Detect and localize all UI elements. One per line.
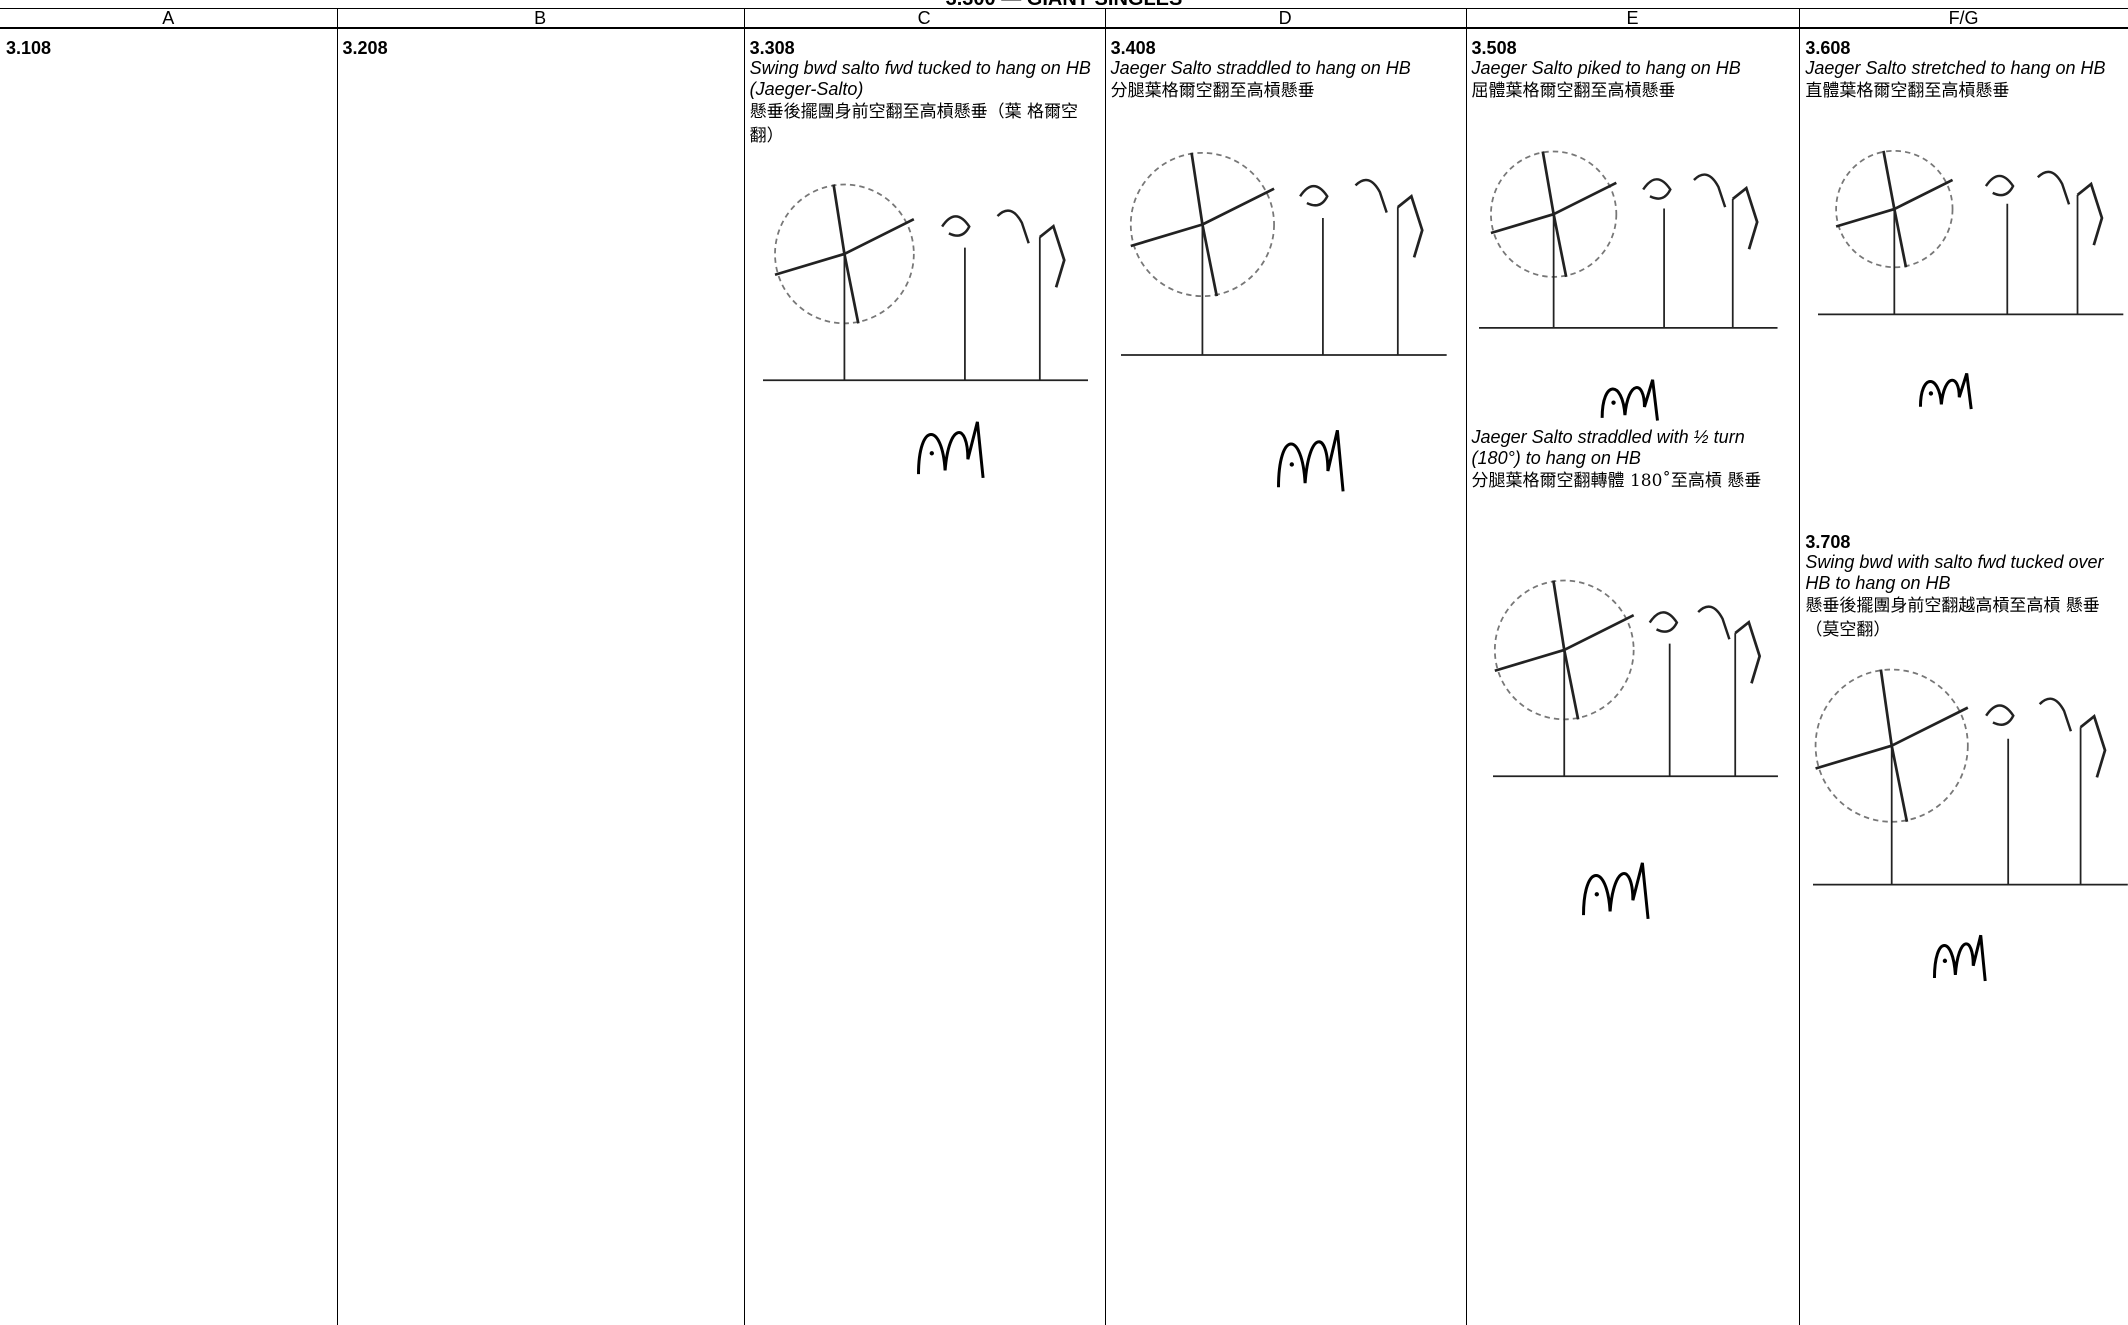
element-symbol (1601, 379, 1660, 421)
name-zh: 直體葉格爾空翻至高槓懸垂 (1805, 80, 2010, 101)
element-illustration (1492, 579, 1778, 778)
element: 3.608 Jaeger Salto stretched to hang on H… (1805, 38, 2123, 103)
element-symbol (917, 421, 985, 479)
element: 3.108 (6, 38, 333, 58)
name-en: Swing bwd salto fwd tucked to hang on HB… (749, 57, 1091, 99)
column-cell: 3.508 Jaeger Salto piked to hang on HB 屈體葉… (1465, 27, 1800, 1325)
column-cell: 3.108 (0, 27, 337, 1325)
element-symbol (1932, 934, 1987, 981)
element: 3.308 Swing bwd salto fwd tucked to hang … (750, 38, 1101, 148)
column-divider (1799, 8, 1801, 1325)
code: 3.408 (1110, 37, 1156, 58)
column-divider (1104, 8, 1106, 1325)
element: 3.708 Swing bwd with salto fwd tucked ove… (1805, 532, 2123, 642)
name-en: Jaeger Salto straddled with ½ turn (180°… (1471, 427, 1745, 469)
name-zh: 懸垂後擺團身前空翻越高槓至高槓 懸垂（莫空翻） (1805, 595, 2100, 640)
element: 3.408 Jaeger Salto straddled to hang on H… (1111, 38, 1462, 103)
element-symbol (1276, 429, 1345, 492)
name-en: Swing bwd with salto fwd tucked over HB … (1805, 551, 2104, 593)
code: 3.108 (6, 37, 52, 58)
section-title: 3.300 — GIANT SINGLES (0, 0, 2128, 11)
name-zh: 屈體葉格爾空翻至高槓懸垂 (1471, 80, 1676, 101)
element-illustration (1818, 150, 2124, 316)
column-cell: 3.208 (336, 27, 744, 1325)
name-en: Jaeger Salto straddled to hang on HB (1110, 57, 1411, 78)
column-divider (336, 8, 338, 1325)
element-illustration (1479, 151, 1778, 330)
name-en: Jaeger Salto piked to hang on HB (1471, 57, 1741, 78)
element-illustration (762, 183, 1089, 381)
element: 3.208 (343, 38, 740, 58)
column-header: A (0, 8, 337, 28)
column-cell: 3.308 Swing bwd salto fwd tucked to hang … (743, 27, 1105, 1325)
name-zh: 分腿葉格爾空翻轉體 180˚至高槓 懸垂 (1471, 471, 1762, 492)
column-header: D (1104, 8, 1466, 28)
column-cell: 3.408 Jaeger Salto straddled to hang on H… (1104, 27, 1466, 1325)
code: 3.508 (1471, 37, 1517, 58)
column-cell: 3.608 Jaeger Salto stretched to hang on H… (1799, 27, 2128, 1325)
code: 3.308 (749, 37, 795, 58)
column-header: F/G (1799, 8, 2128, 28)
element-illustration (1120, 152, 1447, 357)
column-header: B (336, 8, 744, 28)
column-divider (1465, 8, 1467, 1325)
code: 3.208 (342, 37, 388, 58)
name-zh: 分腿葉格爾空翻至高槓懸垂 (1110, 80, 1315, 101)
column-header: C (743, 8, 1105, 28)
element: Jaeger Salto straddled with ½ turn (180°… (1472, 427, 1796, 493)
column-header: E (1465, 8, 1800, 28)
column-divider (743, 8, 745, 1325)
code: 3.708 (1805, 531, 1851, 552)
element-symbol (1582, 862, 1650, 920)
name-zh: 懸垂後擺團身前空翻至高槓懸垂（葉 格爾空翻） (749, 101, 1079, 146)
element-illustration (1812, 668, 2128, 886)
code: 3.608 (1805, 37, 1851, 58)
name-en: Jaeger Salto stretched to hang on HB (1805, 57, 2106, 78)
element-symbol (1919, 372, 1974, 409)
element: 3.508 Jaeger Salto piked to hang on HB 屈體葉… (1472, 38, 1796, 103)
